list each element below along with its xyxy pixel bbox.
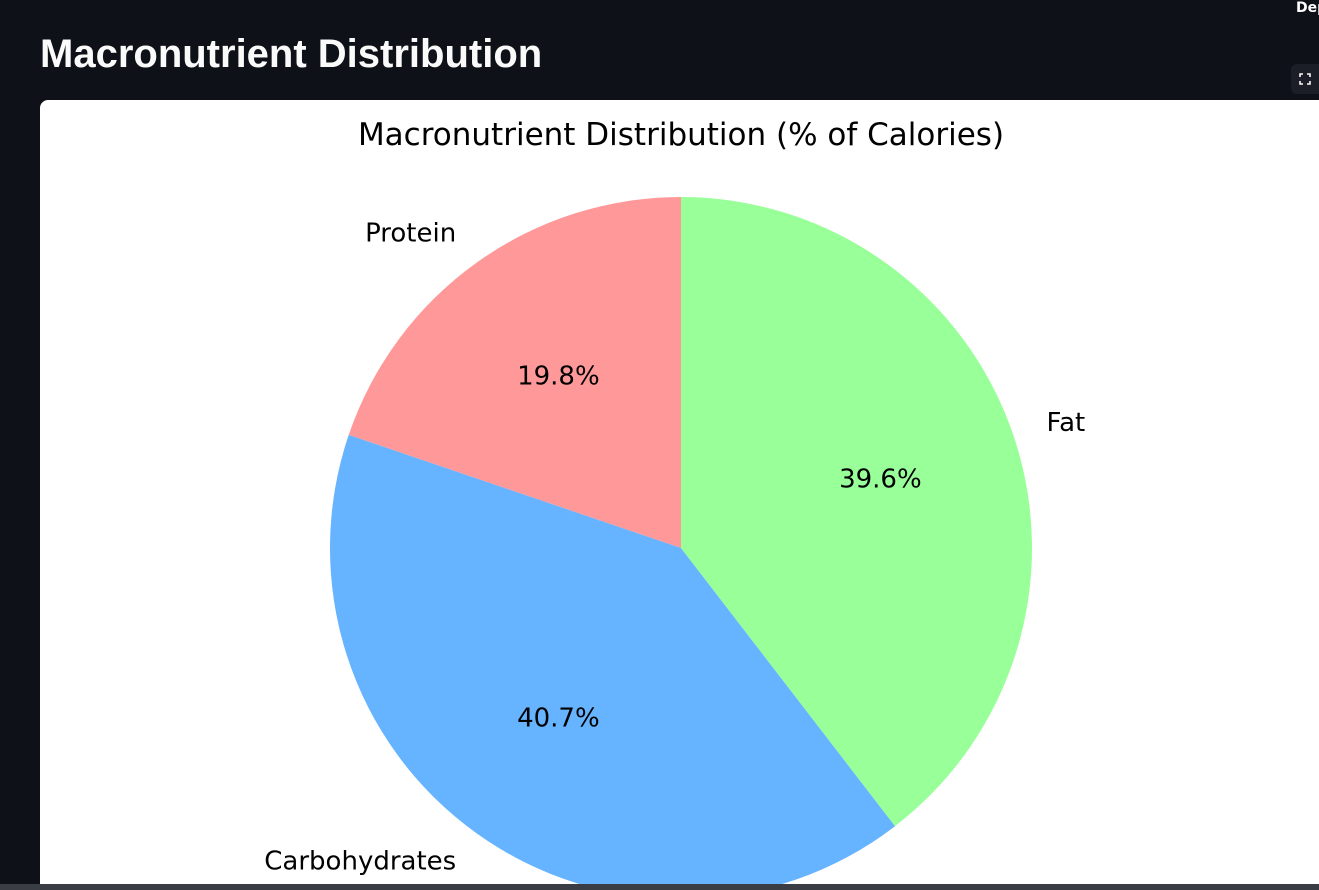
pie-slice-fat bbox=[681, 197, 1032, 827]
pie-labels: Protein 19.8% Carbohydrates 40.7% Fat 39.6% bbox=[264, 219, 1085, 877]
fullscreen-button[interactable] bbox=[1291, 64, 1319, 94]
fullscreen-expand-icon bbox=[1299, 73, 1311, 85]
chart-title: Macronutrient Distribution (% of Calorie… bbox=[358, 117, 1004, 153]
pie-slice-carbohydrates bbox=[330, 434, 896, 890]
deploy-button-label[interactable]: Dep bbox=[1296, 0, 1319, 16]
slice-label-fat: Fat bbox=[1047, 408, 1086, 438]
slice-percent-protein: 19.8% bbox=[517, 361, 600, 391]
slice-label-protein: Protein bbox=[365, 219, 456, 249]
pie-chart: Macronutrient Distribution (% of Calorie… bbox=[264, 117, 1085, 890]
pie-slices bbox=[330, 197, 1032, 890]
page-title: Macronutrient Distribution bbox=[40, 32, 543, 76]
slice-label-carbohydrates: Carbohydrates bbox=[264, 846, 456, 876]
slice-percent-fat: 39.6% bbox=[839, 465, 922, 495]
slice-percent-carbohydrates: 40.7% bbox=[517, 704, 600, 734]
bottom-scrollbar bbox=[0, 884, 1319, 890]
chart-card: Macronutrient Distribution (% of Calorie… bbox=[40, 100, 1319, 890]
pie-slice-protein bbox=[348, 197, 681, 548]
